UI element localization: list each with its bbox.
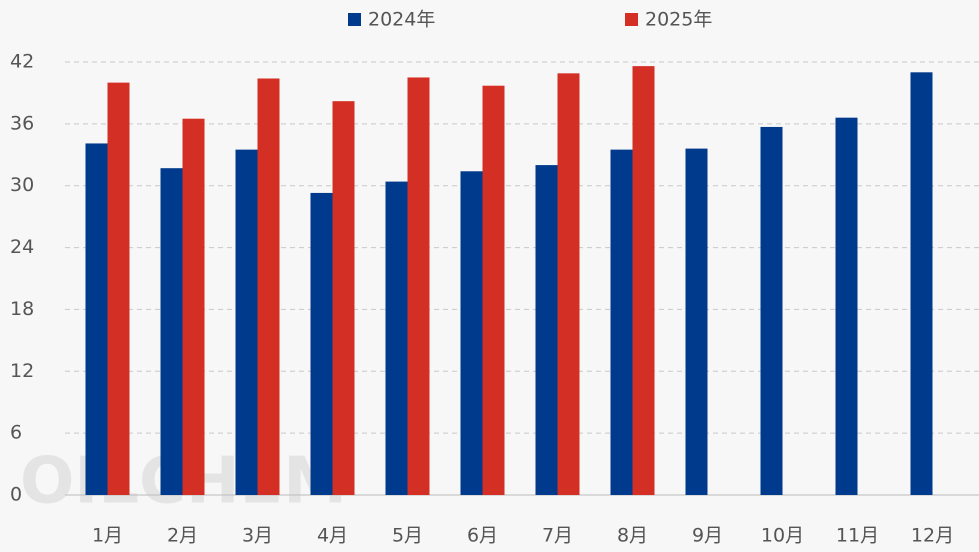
bar [310, 192, 333, 495]
y-tick-label: 36 [10, 112, 34, 134]
legend-swatch [348, 13, 361, 26]
bar [910, 72, 933, 496]
bar [557, 73, 580, 495]
legend-label: 2024年 [368, 9, 435, 31]
x-tick-label: 2月 [167, 525, 198, 547]
x-tick-label: 5月 [392, 525, 423, 547]
bar [610, 149, 633, 495]
x-tick-label: 4月 [317, 525, 348, 547]
bar [235, 149, 258, 495]
y-tick-label: 6 [10, 422, 22, 444]
bar [85, 143, 108, 495]
bar [760, 126, 783, 495]
bar [332, 101, 355, 495]
y-tick-label: 24 [10, 236, 34, 258]
bar [460, 171, 483, 495]
bar [482, 85, 505, 495]
x-tick-label: 12月 [911, 525, 954, 547]
y-tick-label: 30 [10, 174, 34, 196]
y-tick-label: 18 [10, 298, 34, 320]
x-tick-label: 10月 [761, 525, 804, 547]
bar [835, 117, 858, 496]
x-tick-label: 9月 [692, 525, 723, 547]
x-tick-label: 3月 [242, 525, 273, 547]
bar [257, 78, 280, 495]
bar [632, 66, 655, 495]
x-tick-label: 7月 [542, 525, 573, 547]
bar [535, 165, 558, 495]
legend-swatch [625, 13, 638, 26]
x-tick-label: 1月 [92, 525, 123, 547]
x-tick-label: 8月 [617, 525, 648, 547]
legend-label: 2025年 [645, 9, 712, 31]
y-tick-label: 0 [10, 484, 22, 506]
bar [407, 77, 430, 495]
x-tick-label: 11月 [836, 525, 879, 547]
x-tick-label: 6月 [467, 525, 498, 547]
bar [160, 168, 183, 495]
y-tick-label: 42 [10, 51, 34, 73]
bar [385, 181, 408, 496]
bar [107, 82, 130, 495]
bar [182, 118, 205, 495]
y-tick-label: 12 [10, 360, 34, 382]
bar [685, 148, 708, 495]
